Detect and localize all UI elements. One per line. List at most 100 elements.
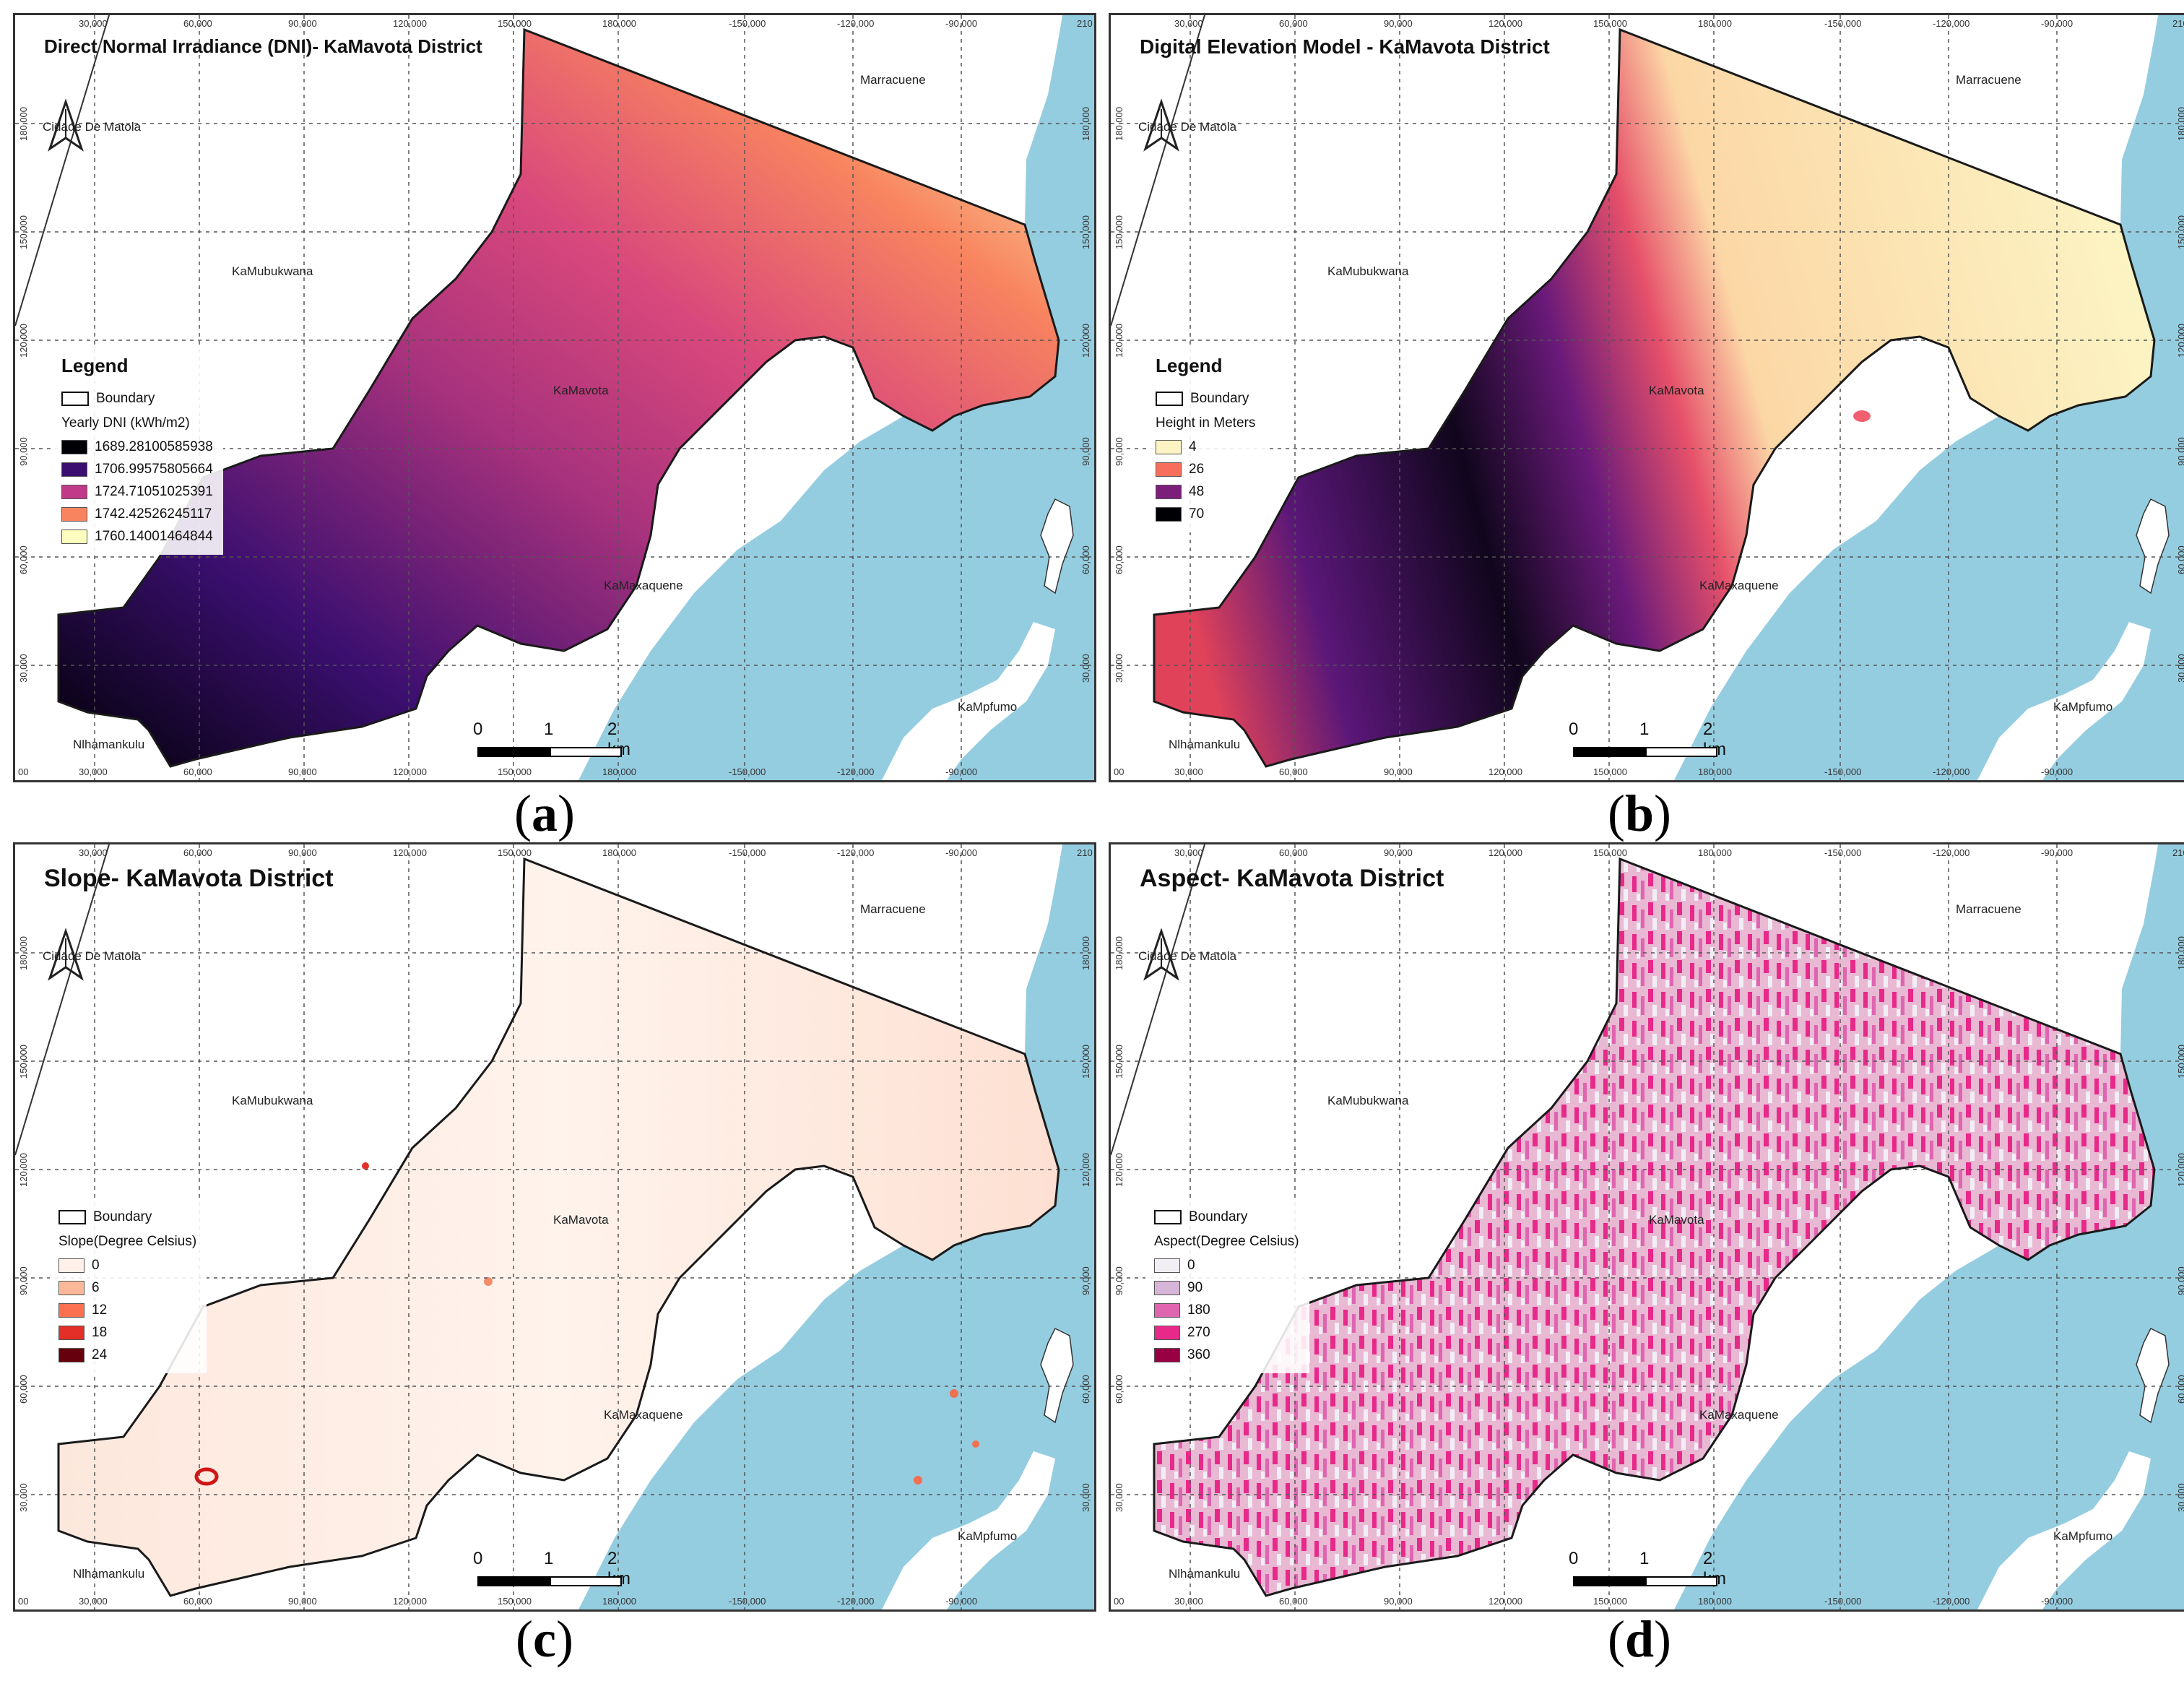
legend-subtitle: Slope(Degree Celsius) (58, 1234, 197, 1249)
tick-label-top: -120,000 (1933, 847, 1970, 858)
legend-class-label: 24 (92, 1347, 108, 1362)
tick-label-top: 120,000 (393, 847, 427, 858)
scale-bar-black (477, 747, 550, 757)
tick-label-right: 150,000 (2176, 215, 2184, 249)
district-raster (1154, 30, 2154, 766)
tick-label-bottom: 30,000 (79, 1596, 108, 1607)
tick-label-left: 30,000 (18, 654, 29, 683)
place-label-mplumo: KaMpfumo (2053, 1529, 2113, 1543)
district-raster (58, 30, 1059, 766)
tick-label-top: 60,000 (183, 847, 212, 858)
place-label-marracuene: Marracuene (860, 902, 926, 916)
tick-label-right: 30,000 (1080, 1483, 1091, 1512)
legend-swatch (1154, 1280, 1180, 1295)
tick-label-right: 120,000 (1080, 1153, 1091, 1187)
legend-boundary-label: Boundary (1190, 390, 1249, 406)
legend-boundary-row: Boundary (1156, 387, 1255, 410)
tick-label-top: 30,000 (79, 847, 108, 858)
tick-label-bottom: 150,000 (1593, 766, 1627, 777)
scale-bar: 0 1 2 km (473, 1549, 630, 1592)
tick-label-top: -90,000 (945, 847, 978, 858)
caption-b: (b) (1607, 785, 1671, 842)
tick-label-bottom: 120,000 (393, 766, 427, 777)
tick-label-bottom: 180,000 (602, 766, 636, 777)
tick-label-right: 180,000 (2176, 107, 2184, 141)
tick-label-top: 180,000 (1698, 847, 1732, 858)
legend-class-label: 70 (1189, 506, 1205, 522)
tick-label-right: 150,000 (1080, 1045, 1091, 1079)
legend-swatch (58, 1347, 84, 1362)
tick-corner-top: 210 (1077, 847, 1093, 858)
place-label-nlhamankulu: Nlhamankulu (73, 738, 145, 751)
tick-label-right: 30,000 (2176, 1483, 2184, 1512)
tick-label-top: -150,000 (1824, 847, 1862, 858)
legend-class-row: 1724.71051025391 (61, 480, 213, 503)
legend-class-row: 180 (1154, 1299, 1299, 1321)
map-canvas (15, 844, 1094, 1609)
tick-label-right: 180,000 (2176, 936, 2184, 970)
place-label-nlhamankulu: Nlhamankulu (73, 1567, 145, 1581)
tick-corner-top: 210 (2172, 18, 2184, 29)
legend-class-row: 0 (1154, 1254, 1299, 1276)
tick-label-right: 90,000 (2176, 437, 2184, 466)
tick-label-top: 120,000 (393, 18, 427, 29)
place-label-nlhamankulu: Nlhamankulu (1169, 1567, 1241, 1581)
tick-label-top: 150,000 (1593, 847, 1627, 858)
tick-label-right: 150,000 (1080, 215, 1091, 249)
legend-class-label: 90 (1187, 1279, 1203, 1295)
place-label-mplumo: KaMpfumo (958, 1529, 1018, 1543)
tick-label-right: 180,000 (1080, 107, 1091, 141)
legend-class-label: 4 (1189, 438, 1197, 454)
tick-corner-bottom: 00 (18, 1596, 29, 1607)
legend-class-label: 360 (1187, 1347, 1210, 1362)
district-raster (1154, 859, 2154, 1596)
tick-label-left: 90,000 (1114, 437, 1124, 466)
tick-label-left: 60,000 (1114, 545, 1124, 574)
tick-label-bottom: -120,000 (837, 766, 875, 777)
tick-label-top: 150,000 (498, 847, 532, 858)
legend-class-label: 48 (1189, 483, 1205, 499)
tick-label-top: 90,000 (1384, 18, 1413, 29)
north-arrow-icon (1143, 98, 1179, 152)
scale-label-zero: 0 (473, 1549, 483, 1568)
legend-class-label: 1760.14001464844 (95, 528, 213, 544)
tick-label-left: 120,000 (1114, 1153, 1124, 1187)
legend-swatch (61, 439, 87, 454)
tick-label-bottom: -90,000 (945, 766, 978, 777)
scale-bar: 0 1 2 km (1569, 1549, 1726, 1592)
scale-label-zero: 0 (473, 719, 483, 739)
tick-label-left: 150,000 (1114, 215, 1124, 249)
tick-label-bottom: 180,000 (602, 1596, 636, 1607)
map-title: Slope- KaMavota District (44, 865, 334, 892)
tick-label-right: 150,000 (2176, 1045, 2184, 1079)
scale-bar: 0 1 2 km (473, 719, 630, 763)
tick-label-left: 60,000 (1114, 1375, 1124, 1404)
legend-class-row: 0 (58, 1254, 196, 1276)
map-panel-aspect: Aspect- KaMavota District Cidade De Mato… (1109, 842, 2184, 1612)
tick-label-left: 180,000 (1114, 107, 1124, 141)
place-label-cidade: Cidade De Matola (1138, 949, 1237, 963)
scale-bar-black (1573, 1576, 1645, 1586)
tick-label-top: 60,000 (1279, 847, 1308, 858)
legend-boundary-label: Boundary (93, 1209, 152, 1224)
legend-swatch (1156, 391, 1183, 406)
tick-label-bottom: 120,000 (393, 1596, 427, 1607)
map-legend: Legend Boundary Height in Meters 4 26 48 70 (1147, 347, 1266, 532)
place-label-cidade: Cidade De Matola (1138, 120, 1237, 134)
place-label-cidade: Cidade De Matola (43, 120, 142, 134)
tick-label-bottom: 60,000 (1279, 766, 1308, 777)
tick-label-bottom: 90,000 (1384, 1596, 1413, 1607)
tick-label-top: 30,000 (1174, 18, 1203, 29)
tick-label-bottom: -90,000 (945, 1596, 978, 1607)
scale-label-zero: 0 (1569, 719, 1579, 739)
tick-label-bottom: 30,000 (1174, 1596, 1203, 1607)
tick-label-top: -120,000 (837, 847, 875, 858)
tick-label-left: 30,000 (18, 1483, 29, 1512)
legend-swatch (1156, 506, 1182, 522)
legend-class-label: 6 (92, 1279, 100, 1295)
legend-class-row: 4 (1156, 436, 1255, 458)
legend-boundary-row: Boundary (61, 387, 213, 410)
legend-class-row: 90 (1154, 1276, 1299, 1299)
tick-label-left: 180,000 (18, 107, 29, 141)
legend-class-label: 0 (92, 1257, 100, 1273)
